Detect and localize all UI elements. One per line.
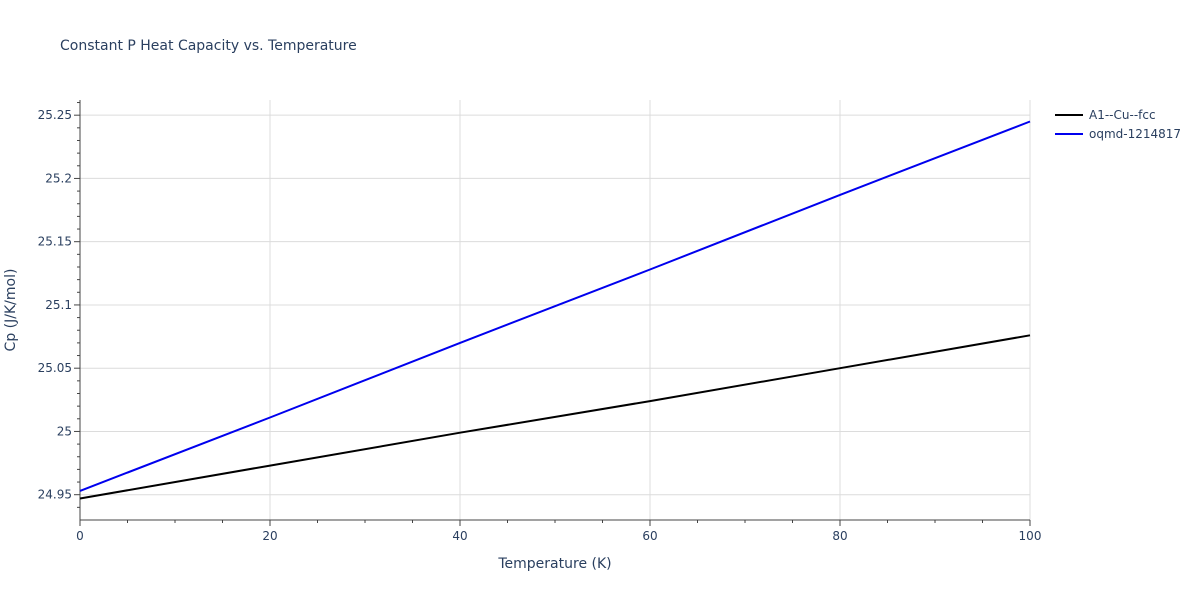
series-lines	[79, 120, 1031, 500]
legend: A1--Cu--fcc oqmd-1214817	[1055, 108, 1181, 141]
x-tick-label: 80	[832, 529, 847, 543]
series-line-1	[79, 334, 1031, 500]
x-tick-label: 100	[1019, 529, 1042, 543]
legend-label-2: oqmd-1214817	[1089, 127, 1181, 141]
x-tick-label: 40	[452, 529, 467, 543]
axes: 0 20 40 60 80 100 24.95 25 25.05 25.1 25.15 25.2 25.…	[38, 100, 1042, 543]
grid-lines	[80, 100, 1031, 520]
y-tick-label: 25.2	[45, 171, 72, 185]
y-axis-title: Cp (J/K/mol)	[3, 269, 19, 352]
y-tick-label: 25.1	[45, 298, 72, 312]
y-tick-label: 25	[57, 424, 72, 438]
legend-label-1: A1--Cu--fcc	[1089, 108, 1156, 122]
x-tick-label: 0	[76, 529, 84, 543]
x-axis-title: Temperature (K)	[497, 556, 611, 572]
y-tick-label: 25.25	[38, 108, 72, 122]
x-tick-label: 60	[642, 529, 657, 543]
chart-title: Constant P Heat Capacity vs. Temperature	[60, 38, 357, 54]
y-tick-label: 24.95	[38, 488, 72, 502]
x-tick-label: 20	[262, 529, 277, 543]
y-tick-label: 25.05	[38, 361, 72, 375]
series-line-2	[79, 120, 1031, 492]
y-tick-label: 25.15	[38, 235, 72, 249]
